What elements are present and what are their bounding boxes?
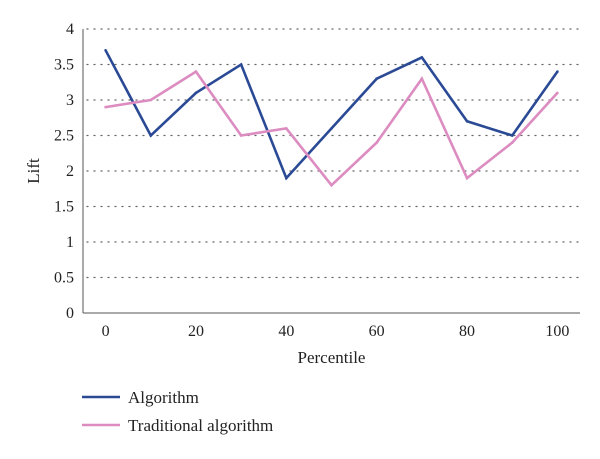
x-tick-label: 60 xyxy=(369,323,385,340)
data-point xyxy=(330,183,333,187)
x-tick-label: 40 xyxy=(278,323,294,340)
y-axis-title: Lift xyxy=(24,158,43,184)
series-lines xyxy=(104,49,559,188)
y-tick-label: 1 xyxy=(66,234,74,251)
data-point xyxy=(104,105,107,109)
data-point xyxy=(556,91,559,95)
data-point xyxy=(510,134,514,137)
data-point xyxy=(375,77,378,80)
y-tick-label: 4 xyxy=(66,21,74,38)
grid-lines xyxy=(86,28,579,279)
y-tick-label: 0.5 xyxy=(54,270,74,287)
data-point xyxy=(556,70,559,73)
y-tick-label: 3.5 xyxy=(54,57,74,74)
legend-label-1: Traditional algorithm xyxy=(128,416,273,435)
x-tick-label: 80 xyxy=(459,323,475,340)
x-axis-title: Percentile xyxy=(298,348,366,367)
y-tick-label: 1.5 xyxy=(54,199,74,216)
data-point xyxy=(149,134,153,137)
data-point xyxy=(239,63,243,66)
data-point xyxy=(375,141,378,144)
x-tick-label: 0 xyxy=(102,323,110,340)
data-point xyxy=(465,120,469,123)
data-point xyxy=(239,134,243,137)
y-tick-labels: 0 0.5 1 1.5 2 2.5 3 3.5 4 xyxy=(54,21,74,322)
data-point xyxy=(420,77,424,80)
data-point xyxy=(285,127,288,130)
y-tick-label: 0 xyxy=(66,305,74,322)
data-point xyxy=(420,56,424,59)
y-tick-label: 3 xyxy=(66,92,74,109)
data-point xyxy=(104,49,107,52)
y-tick-label: 2.5 xyxy=(54,128,74,145)
data-point xyxy=(149,98,153,102)
data-point xyxy=(285,176,288,180)
x-tick-label: 100 xyxy=(545,323,569,340)
data-point xyxy=(330,127,333,130)
data-point xyxy=(194,91,198,95)
x-tick-labels: 0 20 40 60 80 100 xyxy=(102,323,570,340)
data-point xyxy=(465,176,469,180)
x-tick-label: 20 xyxy=(188,323,204,340)
legend: Algorithm Traditional algorithm xyxy=(82,388,273,435)
y-tick-label: 2 xyxy=(66,163,74,180)
legend-label-0: Algorithm xyxy=(128,388,199,407)
data-point xyxy=(510,141,514,144)
data-point xyxy=(194,70,198,73)
